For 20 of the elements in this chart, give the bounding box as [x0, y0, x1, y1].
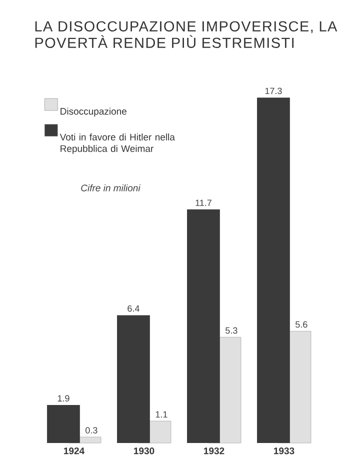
data-label: 1.1 — [156, 411, 168, 418]
annotation: Cifre in milioni — [81, 184, 140, 192]
legend-label: Disoccupazione — [60, 108, 126, 117]
x-tick-label: 1924 — [64, 448, 85, 454]
data-label: 6.4 — [128, 305, 140, 312]
data-label: 11.7 — [196, 200, 212, 206]
bar — [187, 209, 220, 443]
x-tick-label: 1930 — [134, 448, 154, 454]
x-tick-label: 1933 — [274, 448, 294, 454]
data-label: 5.6 — [296, 321, 308, 328]
bar — [117, 315, 150, 443]
legend-label: Voti in favore di Hitler nella Repubblica di Weimar — [60, 133, 175, 154]
chart-title: LA DISOCCUPAZIONE IMPOVERISCE, LA POVERTÀ RENDE PIÙ ESTREMISTI — [35, 21, 338, 48]
bar — [257, 98, 290, 443]
bar — [47, 405, 80, 443]
x-tick-label: 1932 — [204, 448, 224, 454]
data-label: 17.3 — [265, 88, 282, 94]
data-label: 0.3 — [86, 427, 98, 434]
data-label: 1.9 — [58, 395, 70, 402]
data-label: 5.3 — [226, 327, 238, 334]
